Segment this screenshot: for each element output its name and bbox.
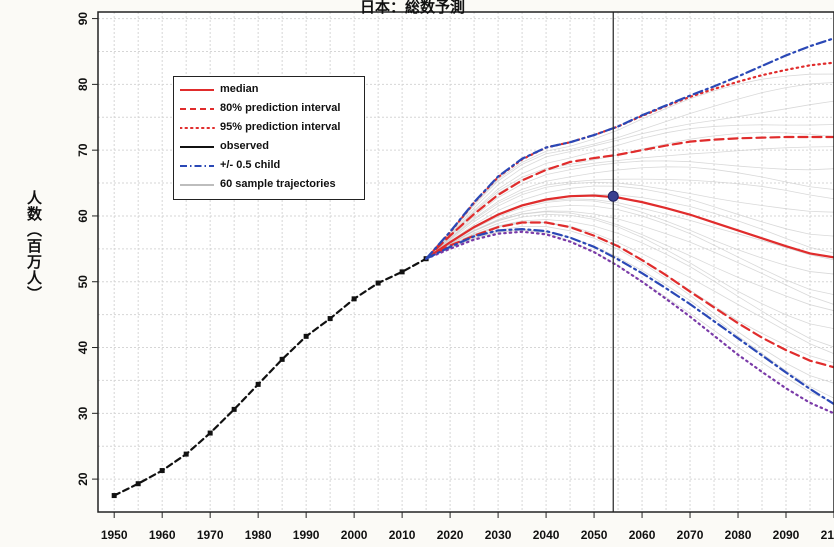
sample-trajectory	[425, 100, 834, 259]
data-point	[231, 406, 237, 412]
legend-label: median	[220, 83, 259, 95]
legend-label: 80% prediction interval	[220, 102, 341, 114]
series-line	[425, 230, 834, 415]
y-tick-label: 50	[76, 275, 90, 289]
data-point	[255, 381, 261, 387]
x-tick-label: 2050	[581, 528, 608, 542]
x-tick-label: 2070	[677, 528, 704, 542]
data-point	[111, 493, 117, 499]
sample-trajectory	[425, 185, 834, 260]
legend-item-95-interval: 95% prediction interval	[174, 121, 364, 135]
sample-trajectory	[425, 213, 834, 330]
sample-trajectory	[425, 73, 834, 259]
data-point	[279, 356, 285, 362]
sample-trajectory	[425, 160, 834, 260]
data-point	[183, 451, 189, 457]
highlight-marker	[607, 190, 619, 202]
data-point	[351, 296, 357, 302]
data-point	[135, 481, 141, 487]
y-tick-label: 30	[76, 406, 90, 420]
data-point	[327, 316, 333, 322]
data-point	[399, 269, 405, 275]
series-line	[425, 37, 834, 260]
y-tick-label: 80	[76, 77, 90, 91]
x-tick-label: 2090	[773, 528, 800, 542]
data-point	[303, 333, 309, 339]
x-tick-label: 1950	[101, 528, 128, 542]
legend-item-80-interval: 80% prediction interval	[174, 102, 364, 116]
sample-trajectory	[425, 199, 834, 275]
series-line	[425, 221, 834, 369]
x-tick-label: 2100	[821, 528, 834, 542]
legend-swatch-observed	[180, 146, 214, 148]
legend-label: 60 sample trajectories	[220, 178, 336, 190]
sample-trajectory	[425, 131, 834, 260]
legend-item-child: +/- 0.5 child	[174, 159, 364, 173]
y-tick-label: 40	[76, 341, 90, 355]
y-tick-label: 90	[76, 12, 90, 26]
sample-trajectory	[425, 225, 834, 384]
x-tick-label: 2060	[629, 528, 656, 542]
sample-trajectory	[425, 82, 834, 259]
legend-swatch-trajectories	[180, 184, 214, 186]
legend-swatch-child	[180, 165, 214, 167]
x-tick-label: 2040	[533, 528, 560, 542]
legend-label: +/- 0.5 child	[220, 159, 281, 171]
sample-trajectory	[425, 181, 834, 260]
sample-trajectory	[425, 166, 834, 260]
sample-trajectory	[425, 210, 834, 305]
sample-trajectory	[425, 204, 834, 296]
y-axis-label: 人数（百万人）	[25, 190, 42, 302]
y-tick-label: 60	[76, 209, 90, 223]
sample-trajectory	[425, 178, 834, 260]
legend-swatch-80-interval	[180, 108, 214, 110]
plot-frame	[97, 11, 834, 513]
legend-swatch-95-interval	[180, 127, 215, 129]
x-tick-label: 2030	[485, 528, 512, 542]
legend-item-median: median	[174, 83, 364, 97]
chart-title: 日本：総数予測	[360, 0, 466, 16]
data-point	[159, 468, 165, 474]
y-tick-label: 20	[76, 472, 90, 486]
x-tick-label: 1960	[149, 528, 176, 542]
series-line	[113, 257, 428, 497]
legend: median 80% prediction interval 95% predi…	[173, 76, 365, 200]
x-tick-label: 2020	[437, 528, 464, 542]
series-line	[425, 194, 834, 260]
series-line	[425, 228, 834, 406]
legend-label: 95% prediction interval	[220, 121, 341, 133]
legend-label: observed	[220, 140, 269, 152]
legend-item-observed: observed	[174, 140, 364, 154]
x-tick-label: 1980	[245, 528, 272, 542]
x-tick-label: 2010	[389, 528, 416, 542]
data-point	[375, 280, 381, 286]
legend-item-trajectories: 60 sample trajectories	[174, 178, 364, 192]
sample-trajectory	[425, 219, 834, 348]
series-line	[425, 135, 834, 260]
data-point	[207, 430, 213, 436]
legend-swatch-median	[180, 89, 214, 91]
x-tick-label: 1990	[293, 528, 320, 542]
x-tick-label: 1970	[197, 528, 224, 542]
x-tick-label: 2080	[725, 528, 752, 542]
sample-trajectory	[425, 124, 834, 259]
x-tick-label: 2000	[341, 528, 368, 542]
y-tick-label: 70	[76, 143, 90, 157]
sample-trajectory	[425, 229, 834, 399]
sample-trajectory	[425, 211, 834, 312]
